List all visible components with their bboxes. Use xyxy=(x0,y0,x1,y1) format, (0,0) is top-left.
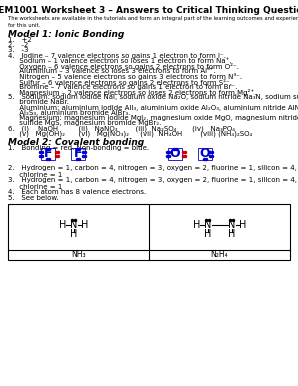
Text: Bromine – 7 valence electrons so gains 1 electron to form Br⁻.: Bromine – 7 valence electrons so gains 1… xyxy=(8,84,238,90)
Text: N: N xyxy=(70,220,77,230)
Text: Aluminium: aluminium iodide AlI₃, aluminium oxide Al₂O₃, aluminium nitride AlN, : Aluminium: aluminium iodide AlI₃, alumin… xyxy=(8,105,298,111)
Text: (v)   Mg(OH)₂      (vi)   Mg(NO₃)₂     (vii)  NH₄OH        (viii) (NH₄)₂SO₄: (v) Mg(OH)₂ (vi) Mg(NO₃)₂ (vii) NH₄OH (v… xyxy=(8,130,252,137)
Text: NH₃: NH₃ xyxy=(71,250,86,259)
Text: H: H xyxy=(228,229,235,239)
Text: 3.   -3: 3. -3 xyxy=(8,47,29,53)
Text: Al₂S₃, aluminium bromide AlBr₃.: Al₂S₃, aluminium bromide AlBr₃. xyxy=(8,110,131,116)
Bar xyxy=(41,148,55,160)
Text: Magnesium: magnesium iodide MgI₂, magnesium oxide MgO, magnesium nitride Mg₃N₂, : Magnesium: magnesium iodide MgI₂, magnes… xyxy=(8,115,298,121)
Text: Oxygen – 6 valence electrons so gains 2 electrons to form O²⁻.: Oxygen – 6 valence electrons so gains 2 … xyxy=(8,63,239,70)
Text: H: H xyxy=(239,220,246,230)
Text: H: H xyxy=(204,229,211,239)
Text: H: H xyxy=(59,220,66,230)
Text: 5.   Sodium: sodium iodide NaI, sodium oxide Na₂O, sodium nitride Na₃N, sodium s: 5. Sodium: sodium iodide NaI, sodium oxi… xyxy=(8,94,298,100)
Text: N: N xyxy=(228,220,235,230)
Text: Aluminium – 3 valence so loses 3 electrons to form Al³⁺.: Aluminium – 3 valence so loses 3 electro… xyxy=(8,68,216,74)
Bar xyxy=(71,148,85,160)
Text: 3.   Hydrogen = 1, carbon = 4, nitrogen = 3, oxygen = 2, fluorine = 1, silicon =: 3. Hydrogen = 1, carbon = 4, nitrogen = … xyxy=(8,177,298,190)
Text: F: F xyxy=(74,147,82,160)
Text: N₂H₄: N₂H₄ xyxy=(211,250,228,259)
Text: 4.   Iodine – 7 valence electrons so gains 1 electron to form I⁻.: 4. Iodine – 7 valence electrons so gains… xyxy=(8,52,226,59)
Bar xyxy=(198,148,212,160)
Text: F: F xyxy=(44,147,52,160)
Text: CHEM1001 Worksheet 3 – Answers to Critical Thinking Questions: CHEM1001 Worksheet 3 – Answers to Critic… xyxy=(0,6,298,15)
Text: Model 2: Covalent bonding: Model 2: Covalent bonding xyxy=(8,138,144,147)
Text: H: H xyxy=(193,220,200,230)
Text: Sulfur – 6 valence electrons so gains 2 electrons to form S²⁻.: Sulfur – 6 valence electrons so gains 2 … xyxy=(8,79,232,86)
Text: O: O xyxy=(170,147,180,160)
Text: H: H xyxy=(81,220,88,230)
Text: N: N xyxy=(204,220,211,230)
Text: 2.   -2: 2. -2 xyxy=(8,42,28,48)
Text: 2.   Hydrogen = 1, carbon = 4, nitrogen = 3, oxygen = 2, fluorine = 1, silicon =: 2. Hydrogen = 1, carbon = 4, nitrogen = … xyxy=(8,165,298,178)
Text: Magnesium – 2 valence electrons so loses 2 electrons to form Mg²⁺.: Magnesium – 2 valence electrons so loses… xyxy=(8,89,256,96)
Bar xyxy=(8,204,290,260)
Text: Sodium – 1 valence electron so loses 1 electron to form Na⁺.: Sodium – 1 valence electron so loses 1 e… xyxy=(8,58,232,64)
Text: 5.   See below.: 5. See below. xyxy=(8,195,59,201)
Text: The worksheets are available in the tutorials and form an integral part of the l: The worksheets are available in the tuto… xyxy=(8,16,298,28)
Text: H: H xyxy=(70,229,77,239)
Text: 4.   Each atom has 8 valence electrons.: 4. Each atom has 8 valence electrons. xyxy=(8,189,146,195)
Text: Model 1: Ionic Bonding: Model 1: Ionic Bonding xyxy=(8,30,124,39)
Text: bromide NaBr.: bromide NaBr. xyxy=(8,100,69,105)
Bar xyxy=(168,148,182,160)
Text: Nitrogen – 5 valence electrons so gains 3 electrons to form N³⁻.: Nitrogen – 5 valence electrons so gains … xyxy=(8,73,242,80)
Text: 6.   (i)    NaOH         (ii)   NaNO₃        (iii)  Na₂SO₄       (iv)   Na₃PO₄: 6. (i) NaOH (ii) NaNO₃ (iii) Na₂SO₄ (iv)… xyxy=(8,125,235,132)
Text: O: O xyxy=(200,147,210,160)
Text: 1.   Bonding = red. Non-bonding = blue.: 1. Bonding = red. Non-bonding = blue. xyxy=(8,145,149,151)
Text: 1.   +2: 1. +2 xyxy=(8,37,32,43)
Text: sulfide MgS, magnesium bromide MgBr₂.: sulfide MgS, magnesium bromide MgBr₂. xyxy=(8,120,162,126)
